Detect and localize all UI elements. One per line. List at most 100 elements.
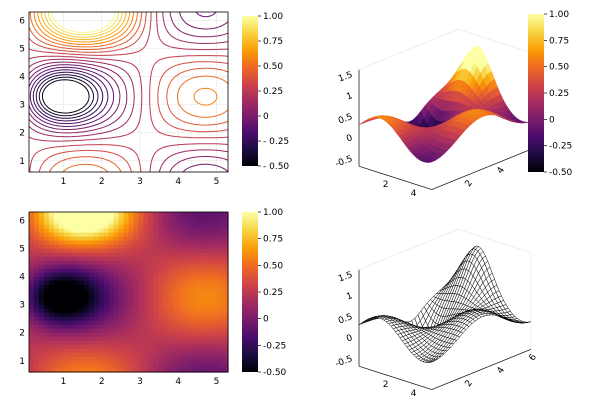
heatmap-cell bbox=[148, 292, 154, 297]
heatmap-cell bbox=[193, 352, 199, 357]
heatmap-cell bbox=[173, 216, 179, 221]
heatmap-cell bbox=[148, 300, 154, 305]
heatmap-cell bbox=[33, 332, 40, 337]
heatmap-cell bbox=[203, 268, 209, 273]
heatmap-cell bbox=[198, 304, 204, 309]
heatmap-cell bbox=[168, 248, 174, 253]
heatmap-cell bbox=[148, 232, 154, 237]
heatmap-cell bbox=[138, 264, 145, 269]
heatmap-cell bbox=[163, 220, 169, 225]
heatmap-cell bbox=[198, 300, 204, 305]
heatmap-cell bbox=[218, 228, 224, 233]
heatmap-cell bbox=[168, 212, 174, 217]
heatmap-cell bbox=[138, 312, 145, 317]
heatmap-cell bbox=[53, 360, 60, 365]
heatmap-cell bbox=[33, 224, 40, 229]
heatmap-cell bbox=[188, 220, 194, 225]
heatmap-cell bbox=[188, 344, 194, 349]
heatmap-cell bbox=[83, 284, 90, 289]
heatmap-cell bbox=[203, 284, 209, 289]
heatmap-cell bbox=[213, 256, 219, 261]
heatmap-cell bbox=[128, 292, 135, 297]
heatmap-cell bbox=[98, 272, 105, 277]
heatmap-cell bbox=[118, 336, 125, 341]
heatmap-cell bbox=[143, 340, 149, 345]
heatmap-cell bbox=[173, 220, 179, 225]
heatmap-cell bbox=[163, 328, 169, 333]
heatmap-cell bbox=[193, 240, 199, 245]
heatmap-cell bbox=[53, 228, 60, 233]
heatmap-cell bbox=[123, 236, 130, 241]
contour-x-tick-label: 3 bbox=[137, 177, 143, 187]
heatmap-cell bbox=[168, 268, 174, 273]
heatmap-cell bbox=[118, 340, 125, 345]
heatmap-cell bbox=[208, 220, 214, 225]
heatmap-cell bbox=[208, 356, 214, 361]
heatmap-cell bbox=[29, 360, 35, 365]
heatmap-cell bbox=[143, 256, 149, 261]
heatmap-cell bbox=[128, 228, 135, 233]
heatmap-cell bbox=[218, 340, 224, 345]
heatmap-cell bbox=[148, 288, 154, 293]
heatmap-cell bbox=[78, 316, 85, 321]
heatmap-cell bbox=[123, 228, 130, 233]
heatmap-cell bbox=[128, 368, 135, 373]
heatmap-cell bbox=[143, 220, 149, 225]
heatmap-cell bbox=[178, 312, 184, 317]
heatmap-cell bbox=[198, 312, 204, 317]
heatmap-cell bbox=[178, 240, 184, 245]
heatmap-cell bbox=[48, 348, 55, 353]
heatmap-cell bbox=[133, 296, 140, 301]
heatmap-cell bbox=[158, 340, 164, 345]
heatmap-cell bbox=[93, 320, 100, 325]
heatmap-cell bbox=[33, 360, 40, 365]
heatmap-cell bbox=[68, 244, 75, 249]
heatmap-cell bbox=[183, 284, 189, 289]
heatmap-cell bbox=[38, 240, 45, 245]
heatmap-cell bbox=[58, 368, 65, 373]
heatmap-cell bbox=[108, 296, 115, 301]
heatmap-cell bbox=[98, 360, 105, 365]
heatmap-cell bbox=[113, 368, 120, 373]
heatmap-cell bbox=[173, 304, 179, 309]
heatmap-cell bbox=[148, 328, 154, 333]
heatmap-cell bbox=[68, 312, 75, 317]
contour-level-line bbox=[40, 11, 127, 41]
heatmap-cell bbox=[208, 284, 214, 289]
heatmap-cell bbox=[68, 300, 75, 305]
heatmap-cell bbox=[163, 316, 169, 321]
heatmap-cell bbox=[143, 364, 149, 369]
heatmap-cell bbox=[123, 216, 130, 221]
heatmap-cell bbox=[158, 328, 164, 333]
heatmap-cell bbox=[33, 240, 40, 245]
heatmap-cell bbox=[58, 280, 65, 285]
heatmap-cell bbox=[48, 244, 55, 249]
heatmap-cell bbox=[193, 348, 199, 353]
heatmap-cell bbox=[153, 236, 159, 241]
heatmap-cell bbox=[118, 348, 125, 353]
heatmap-cell bbox=[98, 364, 105, 369]
heatmap-cell bbox=[138, 212, 145, 217]
heatmap-cell bbox=[153, 360, 159, 365]
heatmap-cell bbox=[73, 252, 80, 257]
heatmap-cell bbox=[203, 248, 209, 253]
heatmap-cell bbox=[93, 340, 100, 345]
heatmap-cell bbox=[33, 300, 40, 305]
heatmap-cell bbox=[213, 280, 219, 285]
heatmap-cell bbox=[218, 244, 224, 249]
heatmap-cell bbox=[208, 252, 214, 257]
heatmap-cell bbox=[173, 312, 179, 317]
heatmap-cell bbox=[98, 312, 105, 317]
heatmap-cell bbox=[148, 272, 154, 277]
heatmap-cell bbox=[68, 268, 75, 273]
heatmap-cell bbox=[73, 356, 80, 361]
heatmap-cell bbox=[173, 356, 179, 361]
heatmap-cell bbox=[148, 316, 154, 321]
heatmap-cell bbox=[218, 328, 224, 333]
heatmap-cell bbox=[133, 224, 140, 229]
heatmap-cell bbox=[203, 308, 209, 313]
heatmap-cell bbox=[83, 328, 90, 333]
heatmap-cell bbox=[218, 360, 224, 365]
heatmap-cell bbox=[63, 248, 70, 253]
heatmap-cell bbox=[108, 220, 115, 225]
